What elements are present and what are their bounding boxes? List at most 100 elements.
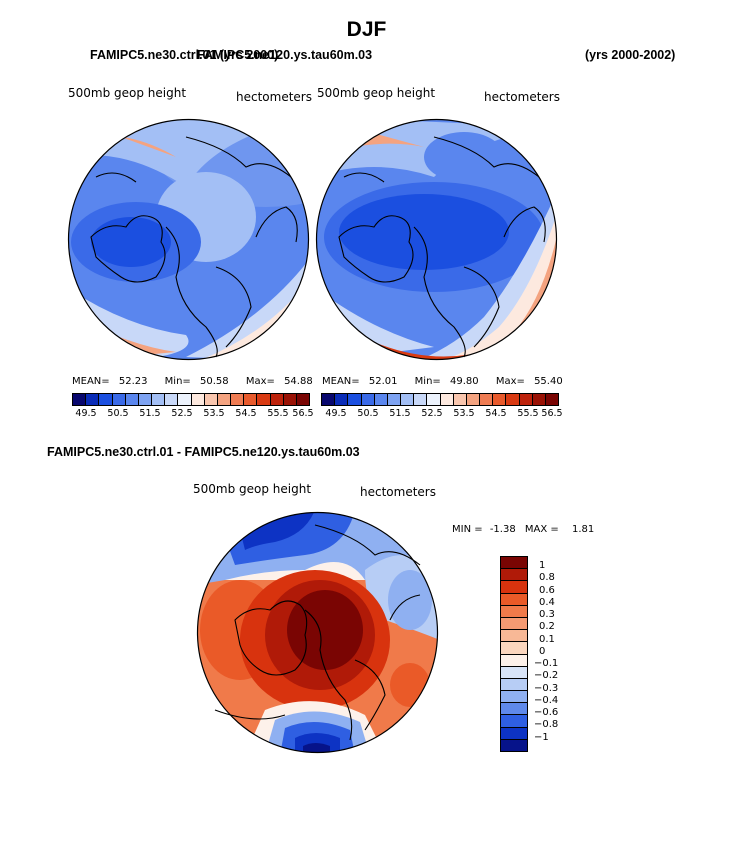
cbar1-label: 51.5	[139, 408, 161, 419]
colorbar-swatch	[545, 394, 559, 405]
cbar-diff-label: −0.2	[534, 670, 559, 681]
cbar-diff-label: 0	[539, 646, 546, 657]
colorbar-panel1	[72, 393, 310, 406]
colorbar-swatch	[501, 557, 527, 570]
colorbar-swatch	[501, 642, 527, 655]
colorbar-swatch	[453, 394, 467, 405]
panel1-max-label: Max=	[245, 376, 275, 387]
cbar1-label: 49.5	[75, 408, 97, 419]
colorbar-swatch	[165, 394, 179, 405]
diff-variable: 500mb geop height	[193, 482, 312, 496]
colorbar-swatch	[244, 394, 258, 405]
cbar2-label: 52.5	[421, 408, 443, 419]
cbar2-label: 55.5	[517, 408, 539, 419]
cbar2-label: 51.5	[389, 408, 411, 419]
colorbar-swatch	[506, 394, 520, 405]
panel2-variable: 500mb geop height	[317, 86, 436, 100]
panel1-max-value: 54.88	[284, 376, 313, 387]
cbar-diff-label: 0.2	[539, 621, 555, 632]
colorbar-swatch	[501, 666, 527, 679]
colorbar-swatch	[178, 394, 192, 405]
cbar-diff-label: −0.8	[534, 719, 559, 730]
diff-title: FAMIPC5.ne30.ctrl.01 - FAMIPC5.ne120.ys.…	[47, 445, 360, 459]
cbar1-label: 50.5	[107, 408, 129, 419]
colorbar-swatch	[501, 654, 527, 667]
cbar2-label: 50.5	[357, 408, 379, 419]
right-case-title: FAMIPC5.ne120.ys.tau60m.03	[197, 48, 373, 62]
panel1-map-border	[67, 118, 310, 361]
colorbar-swatch	[501, 630, 527, 643]
colorbar-swatch	[501, 739, 527, 751]
colorbar-swatch	[466, 394, 481, 405]
colorbar-swatch	[361, 394, 375, 405]
colorbar-swatch	[501, 581, 527, 594]
panel2-stats: MEAN= 52.01 Min= 49.80 Max= 55.40	[322, 376, 563, 387]
cbar-diff-label: 0.1	[539, 634, 555, 645]
panel2-min-label: Min=	[414, 376, 441, 387]
colorbar-swatch	[335, 394, 349, 405]
panel2-map-border	[315, 118, 558, 361]
cbar1-label: 56.5	[292, 408, 314, 419]
colorbar-swatch	[231, 394, 245, 405]
colorbar-swatch	[138, 394, 153, 405]
years-label: (yrs 2000-2002)	[585, 48, 676, 62]
colorbar-swatch	[480, 394, 494, 405]
colorbar-swatch	[414, 394, 428, 405]
panel1-polar-map	[67, 118, 310, 361]
cbar-diff-label: −0.3	[534, 683, 559, 694]
diff-max-label: MAX =	[524, 524, 559, 535]
panel2-polar-map	[315, 118, 558, 361]
colorbar-diff-labels: 1 0.8 0.6 0.4 0.3 0.2 0.1 0 −0.1 −0.2 −0…	[534, 556, 595, 756]
cbar2-label: 53.5	[453, 408, 475, 419]
cbar2-label: 54.5	[485, 408, 507, 419]
panel1-greenland-outline	[90, 215, 166, 283]
panel2-max-label: Max=	[495, 376, 525, 387]
colorbar-swatch	[387, 394, 402, 405]
colorbar-panel2	[321, 393, 559, 406]
colorbar-swatch	[427, 394, 441, 405]
colorbar-swatch	[296, 394, 310, 405]
diff-polar-map	[196, 511, 439, 754]
colorbar-swatch	[86, 394, 100, 405]
diff-min-label: MIN =	[452, 524, 483, 535]
colorbar-top-labels: 49.5 50.5 51.5 52.5 53.5 54.5 55.5 56.5 …	[0, 408, 733, 422]
colorbar-swatch	[348, 394, 362, 405]
colorbar-swatch	[191, 394, 205, 405]
colorbar-swatch	[501, 703, 527, 716]
diff-units: hectometers	[360, 485, 436, 499]
panel2-max-value: 55.40	[534, 376, 563, 387]
panel1-units: hectometers	[236, 90, 312, 104]
panel2-mean-label: MEAN=	[322, 376, 360, 387]
colorbar-swatch	[125, 394, 139, 405]
diff-minmax: MIN = -1.38 MAX = 1.81	[452, 524, 594, 535]
cbar2-label: 56.5	[541, 408, 563, 419]
panel2-greenland-outline	[338, 215, 414, 283]
colorbar-swatch	[501, 569, 527, 582]
colorbar-swatch	[501, 593, 527, 606]
colorbar-swatch	[501, 678, 527, 692]
colorbar-swatch	[519, 394, 533, 405]
cbar-diff-label: 0.8	[539, 572, 555, 583]
colorbar-swatch	[532, 394, 546, 405]
panel2-units: hectometers	[484, 90, 560, 104]
cbar-diff-label: −0.1	[534, 658, 559, 669]
panel1-variable: 500mb geop height	[68, 86, 187, 100]
left-case-title: FAMIPC5.ne30.ctrl.01 (yrs 2000)	[90, 48, 279, 62]
colorbar-swatch	[322, 394, 336, 405]
cbar-diff-label: 0.6	[539, 585, 555, 596]
cbar2-label: 49.5	[325, 408, 347, 419]
colorbar-swatch	[501, 605, 527, 618]
colorbar-swatch	[99, 394, 113, 405]
diff-map-border	[196, 511, 439, 754]
colorbar-swatch	[204, 394, 218, 405]
colorbar-swatch	[401, 394, 415, 405]
colorbar-swatch	[152, 394, 166, 405]
panel1-mean-value: 52.23	[118, 376, 148, 387]
colorbar-swatch	[440, 394, 454, 405]
colorbar-swatch	[73, 394, 87, 405]
colorbar-swatch	[283, 394, 297, 405]
colorbar-swatch	[501, 715, 527, 728]
panel1-min-label: Min=	[164, 376, 191, 387]
cbar1-label: 55.5	[267, 408, 289, 419]
colorbar-swatch	[501, 727, 527, 740]
